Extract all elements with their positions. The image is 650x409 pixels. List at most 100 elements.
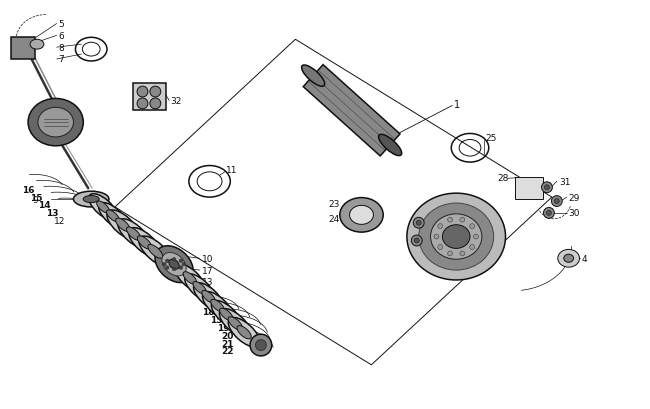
Text: 32: 32 [170, 97, 181, 106]
Text: 21: 21 [222, 339, 234, 348]
Text: 28: 28 [498, 173, 509, 182]
Circle shape [162, 263, 166, 266]
Ellipse shape [220, 308, 233, 321]
Ellipse shape [340, 198, 383, 233]
Text: 20: 20 [222, 331, 234, 340]
Ellipse shape [107, 211, 138, 240]
Text: 25: 25 [486, 134, 497, 143]
Text: 17: 17 [202, 266, 213, 275]
Circle shape [551, 196, 562, 207]
Text: 6: 6 [58, 32, 64, 41]
Text: 26: 26 [417, 232, 428, 241]
Ellipse shape [116, 218, 130, 232]
Text: 9: 9 [32, 195, 38, 204]
Ellipse shape [419, 204, 494, 270]
Text: 15: 15 [209, 315, 222, 324]
Ellipse shape [558, 250, 580, 267]
Text: 11: 11 [226, 166, 238, 175]
Ellipse shape [237, 326, 252, 339]
Text: 22: 22 [222, 347, 234, 355]
Text: 7: 7 [58, 55, 64, 64]
Text: 27: 27 [417, 219, 428, 228]
Ellipse shape [220, 309, 251, 338]
Polygon shape [304, 65, 400, 157]
Ellipse shape [443, 225, 470, 249]
Ellipse shape [99, 203, 127, 229]
Circle shape [541, 182, 552, 193]
Text: 18: 18 [202, 307, 214, 316]
Ellipse shape [137, 236, 151, 249]
Bar [133, 83, 166, 111]
Circle shape [547, 211, 551, 216]
Ellipse shape [194, 283, 224, 311]
Circle shape [137, 87, 148, 98]
Circle shape [448, 218, 452, 222]
Text: 12: 12 [54, 217, 65, 226]
Text: 10: 10 [202, 254, 213, 263]
Circle shape [166, 266, 169, 270]
Ellipse shape [169, 260, 179, 270]
Ellipse shape [202, 292, 233, 320]
Circle shape [182, 263, 185, 266]
Bar [515, 178, 543, 200]
Text: 19: 19 [218, 323, 230, 332]
Circle shape [255, 340, 266, 351]
Text: 14: 14 [38, 201, 51, 210]
Ellipse shape [155, 246, 193, 283]
Ellipse shape [211, 301, 241, 329]
Ellipse shape [193, 282, 207, 294]
Circle shape [437, 245, 443, 250]
Ellipse shape [30, 40, 44, 50]
Circle shape [437, 224, 443, 229]
Circle shape [179, 259, 183, 263]
Bar [11, 38, 35, 60]
Circle shape [434, 234, 439, 239]
Ellipse shape [228, 317, 242, 330]
Ellipse shape [38, 108, 73, 137]
Ellipse shape [148, 245, 162, 258]
Circle shape [250, 335, 272, 356]
Ellipse shape [28, 99, 83, 146]
Ellipse shape [350, 206, 374, 225]
Circle shape [172, 267, 176, 271]
Circle shape [172, 258, 176, 261]
Ellipse shape [107, 210, 120, 222]
Text: 13: 13 [202, 278, 213, 287]
Text: 3: 3 [432, 246, 438, 255]
Circle shape [150, 87, 161, 98]
Circle shape [543, 208, 554, 219]
Text: 24: 24 [328, 215, 339, 224]
Circle shape [137, 99, 148, 110]
Text: 2: 2 [432, 266, 438, 275]
Circle shape [460, 218, 465, 222]
Text: 4: 4 [582, 254, 587, 263]
Circle shape [411, 236, 422, 246]
Ellipse shape [183, 272, 196, 285]
Circle shape [470, 224, 474, 229]
Ellipse shape [185, 274, 215, 302]
Text: 8: 8 [58, 43, 64, 52]
Ellipse shape [202, 291, 215, 303]
Ellipse shape [564, 255, 573, 263]
Text: 4: 4 [432, 256, 438, 265]
Ellipse shape [407, 194, 506, 280]
Circle shape [473, 234, 478, 239]
Ellipse shape [211, 299, 224, 312]
Ellipse shape [175, 264, 205, 292]
Text: 15: 15 [30, 193, 42, 202]
Text: 13: 13 [46, 209, 58, 218]
Ellipse shape [378, 135, 402, 156]
Ellipse shape [162, 253, 186, 276]
Text: 16: 16 [22, 185, 34, 194]
Text: 1: 1 [454, 99, 460, 109]
Circle shape [545, 185, 549, 190]
Circle shape [413, 218, 424, 229]
Ellipse shape [89, 194, 117, 221]
Ellipse shape [139, 236, 172, 267]
Ellipse shape [228, 318, 260, 347]
Circle shape [179, 266, 183, 270]
Ellipse shape [430, 214, 482, 260]
Circle shape [554, 199, 559, 204]
Ellipse shape [127, 227, 141, 240]
Circle shape [166, 259, 169, 263]
